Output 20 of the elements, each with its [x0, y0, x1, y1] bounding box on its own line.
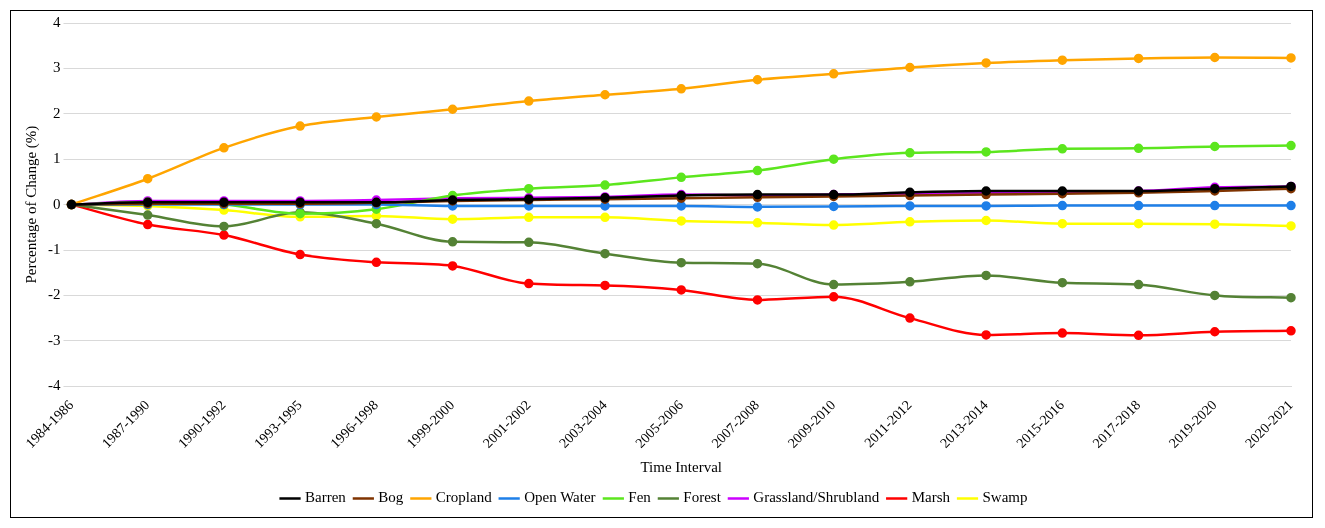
y-tick-label: 2: [53, 104, 61, 121]
y-tick-label: 1: [53, 150, 61, 167]
legend-label: Marsh: [911, 489, 951, 506]
y-axis-title: Percentage of Change (%): [22, 125, 40, 284]
x-axis-title: Time Interval: [640, 458, 723, 475]
y-tick-label: -1: [48, 240, 61, 257]
legend-label: Barren: [305, 489, 347, 506]
y-tick-label: -2: [48, 286, 61, 303]
legend-label: Cropland: [435, 489, 493, 506]
legend-label: Swamp: [982, 489, 1028, 506]
legend-label: Grassland/Shrubland: [753, 489, 880, 506]
y-tick-label: 0: [53, 195, 61, 212]
legend-label: Forest: [683, 489, 722, 506]
legend-label: Fen: [628, 489, 652, 506]
legend-label: Open Water: [524, 489, 596, 506]
y-tick-label: 3: [53, 59, 61, 76]
y-tick-label: -3: [48, 331, 61, 348]
legend-label: Bog: [378, 489, 404, 506]
y-tick-label: 4: [53, 13, 61, 30]
y-tick-label: -4: [48, 377, 61, 394]
